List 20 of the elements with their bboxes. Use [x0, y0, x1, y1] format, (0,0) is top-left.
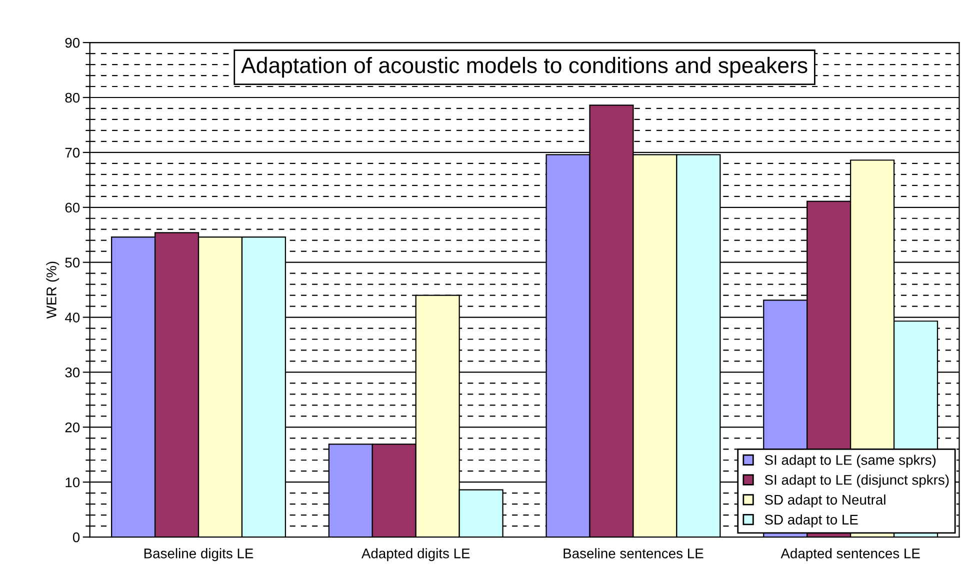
- y-tick-label: 90: [65, 38, 80, 48]
- x-tick-label: Baseline sentences LE: [564, 548, 704, 558]
- legend-label: SD adapt to Neutral: [764, 494, 886, 508]
- y-tick-label: 30: [65, 368, 80, 378]
- legend-label: SI adapt to LE (disjunct spkrs): [764, 474, 949, 488]
- y-tick-label: 60: [65, 202, 80, 213]
- y-tick-label: 20: [65, 422, 80, 432]
- y-axis-title: WER (%): [46, 262, 60, 319]
- text: Adaptation of acoustic models to conditions and speakers: [241, 56, 808, 78]
- x-tick-label: Adapted digits LE: [361, 548, 470, 562]
- y-tick-label: 50: [65, 258, 80, 268]
- y-tick-label: 70: [65, 148, 80, 158]
- legend-label: SI adapt to LE (same spkrs): [764, 454, 936, 468]
- x-tick-label: Baseline digits LE: [144, 548, 254, 562]
- y-tick-label: 40: [64, 312, 80, 322]
- x-tick-label: Adapted sentences LE: [780, 548, 920, 562]
- legend-label: SD adapt to LE: [764, 514, 858, 528]
- y-tick-label: 0: [72, 532, 80, 542]
- y-tick-label: 10: [66, 477, 80, 488]
- y-tick-label: 80: [65, 92, 80, 103]
